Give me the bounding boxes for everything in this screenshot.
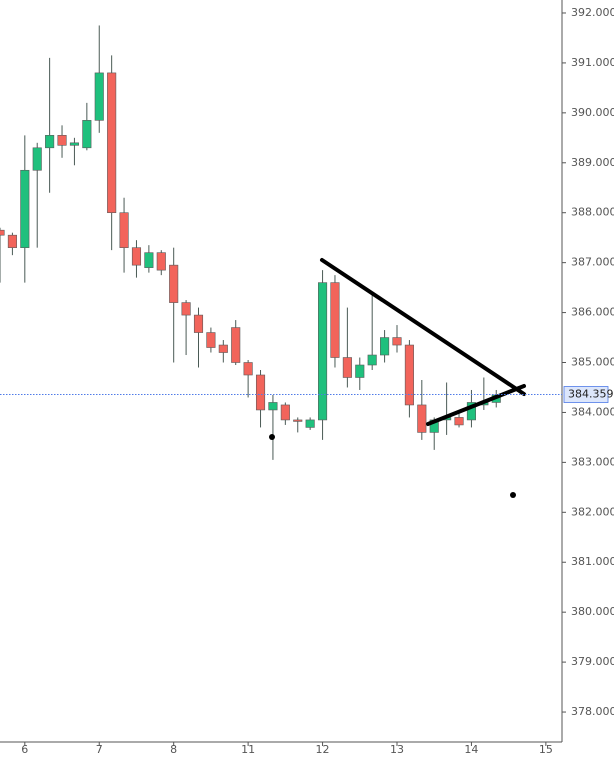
candle-body [20, 169, 30, 248]
last-price-label: 384.359 [568, 388, 614, 401]
y-tick-label: 381.000 [571, 555, 614, 568]
candle-body [45, 135, 55, 149]
candle-body [131, 247, 142, 266]
last-price-box [563, 386, 609, 403]
trend-line [426, 384, 526, 426]
marker-dot [510, 492, 516, 498]
trend-line [320, 258, 526, 396]
x-tick-label: 13 [390, 743, 404, 756]
candle-body [330, 282, 340, 358]
candle-body [193, 314, 204, 333]
candle-body [82, 120, 92, 149]
candle-body [218, 344, 228, 353]
y-tick-label: 392.000 [571, 6, 614, 19]
y-tick-label: 384.000 [571, 405, 614, 418]
candle-body [32, 147, 42, 171]
candle-body [7, 234, 17, 248]
candle-body [305, 419, 315, 428]
candle-body [367, 354, 377, 366]
candle-body [144, 252, 154, 268]
x-tick-label: 12 [316, 743, 330, 756]
y-tick-label: 382.000 [571, 505, 614, 518]
x-tick-label: 14 [464, 743, 478, 756]
drawings [320, 258, 526, 426]
candle-body [206, 332, 216, 348]
candle-body [268, 402, 278, 411]
candle-body [280, 404, 290, 421]
y-tick-label: 378.000 [571, 705, 614, 718]
candle-body [417, 404, 427, 433]
candle-body [255, 374, 266, 411]
y-tick-label: 380.000 [571, 605, 614, 618]
candle-body [0, 229, 5, 236]
candle-body [454, 417, 464, 426]
candle-body [293, 419, 303, 422]
y-tick-label: 379.000 [571, 655, 614, 668]
candle-body [69, 142, 79, 146]
y-tick-label: 390.000 [571, 106, 614, 119]
candle-body [231, 327, 241, 363]
candle-body [181, 302, 191, 316]
y-tick-label: 391.000 [571, 56, 614, 69]
candle-body [169, 264, 179, 303]
y-tick-label: 385.000 [571, 356, 614, 369]
candle-body [57, 135, 67, 146]
candle-body [94, 72, 104, 121]
y-tick-label: 389.000 [571, 156, 614, 169]
candle-body [392, 337, 402, 346]
x-tick-label: 11 [241, 743, 255, 756]
x-tick-label: 15 [539, 743, 553, 756]
y-tick-label: 388.000 [571, 206, 614, 219]
y-tick-label: 383.000 [571, 455, 614, 468]
candle-body [404, 344, 414, 406]
candle-body [318, 282, 328, 421]
y-tick-label: 387.000 [571, 256, 614, 269]
candle-body [243, 362, 253, 376]
x-tick-label: 6 [21, 743, 28, 756]
y-tick-label: 386.000 [571, 306, 614, 319]
x-tick-label: 7 [96, 743, 103, 756]
marker-dot [269, 434, 275, 440]
candle-body [107, 72, 117, 214]
candle-body [466, 402, 476, 421]
candle-body [119, 212, 129, 248]
candle-body [380, 337, 390, 356]
candle-body [342, 357, 352, 378]
candle-body [355, 364, 365, 378]
candle-body [156, 252, 166, 271]
x-tick-label: 8 [170, 743, 177, 756]
